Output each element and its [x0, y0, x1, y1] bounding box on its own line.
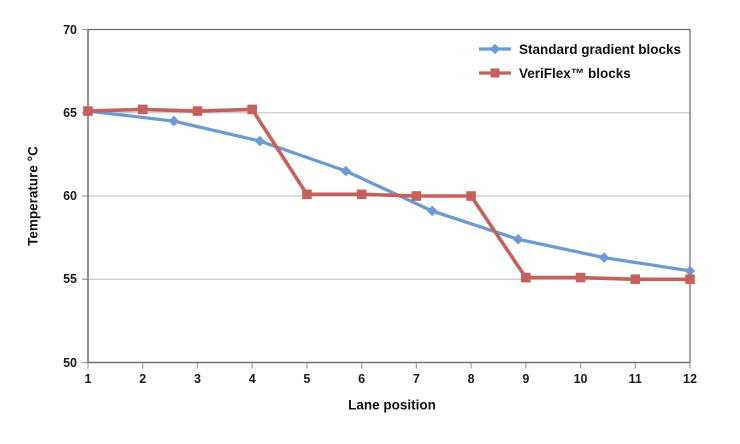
y-tick-label: 55	[63, 272, 77, 287]
legend-label-veriflex-blocks: VeriFlex™ blocks	[519, 65, 631, 81]
x-tick-label: 4	[248, 372, 256, 386]
x-tick-label: 7	[412, 372, 420, 386]
legend-line-diamond-marker-icon	[479, 43, 511, 55]
x-tick-label: 3	[193, 372, 201, 386]
x-axis-title: Lane position	[348, 397, 436, 413]
y-tick-label: 60	[63, 189, 77, 203]
x-tick-label: 11	[628, 372, 642, 386]
y-tick-label: 65	[63, 105, 77, 120]
legend-item-veriflex-blocks: VeriFlex™ blocks	[478, 61, 681, 85]
y-tick-label: 70	[63, 22, 77, 37]
x-tick-label: 6	[358, 372, 366, 386]
x-tick-label: 5	[303, 372, 311, 386]
x-tick-label: 1	[84, 372, 92, 386]
legend: Standard gradient blocks VeriFlex™ block…	[478, 37, 681, 85]
y-tick-label: 50	[63, 355, 77, 370]
x-tick-label: 12	[683, 372, 697, 386]
x-tick-label: 9	[522, 372, 530, 386]
x-tick-label: 2	[139, 372, 147, 386]
legend-label-standard-gradient-blocks: Standard gradient blocks	[519, 41, 682, 57]
legend-item-standard-gradient-blocks: Standard gradient blocks	[478, 37, 681, 61]
x-tick-label: 8	[467, 372, 475, 386]
x-tick-label: 10	[573, 372, 588, 386]
legend-line-square-marker-icon	[479, 68, 511, 78]
y-axis-title: Temperature °C	[25, 146, 41, 246]
